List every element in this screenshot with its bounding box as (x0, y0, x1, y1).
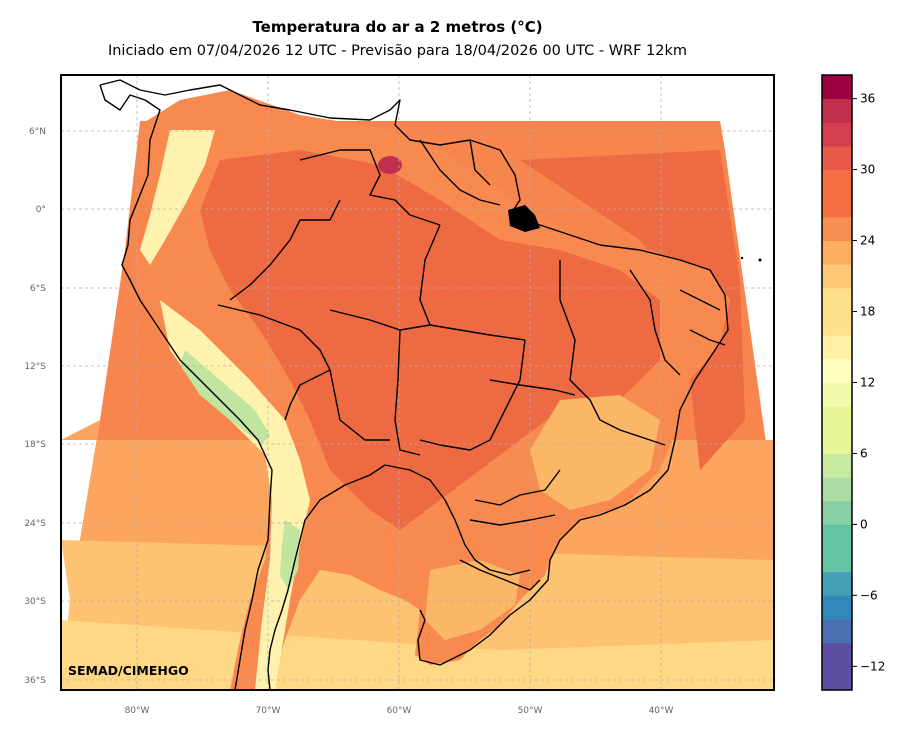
colorbar-segment (822, 145, 852, 171)
land-hot-region (200, 150, 660, 530)
latitude-tick-label: 24°S (24, 519, 46, 529)
colorbar-tick-label: 0 (860, 517, 868, 531)
colorbar-segment (822, 335, 852, 360)
colorbar-tick-label: 24 (860, 234, 875, 248)
colorbar-segment (822, 429, 852, 454)
island-dot (758, 258, 762, 262)
longitude-tick-label: 50°W (518, 706, 543, 716)
andes-cold-core-south (280, 520, 300, 590)
colorbar-segment (822, 453, 852, 478)
map-frame (60, 74, 775, 691)
latitude-ticks: 6°N 0° 6°S 12°S 18°S 24°S 30°S 36°S (24, 127, 46, 686)
highlands-mild (530, 395, 660, 510)
colorbar-segment (822, 358, 852, 383)
colorbar (822, 75, 852, 691)
colorbar-segment (822, 216, 852, 242)
latitude-tick-label: 0° (36, 205, 46, 215)
colorbar-segment (822, 595, 852, 620)
colorbar-tick-label: 30 (860, 163, 875, 177)
colorbar-segment (822, 240, 852, 265)
amazon-delta (508, 205, 540, 232)
latitude-tick-label: 18°S (24, 440, 46, 450)
andes-cold-core (180, 350, 270, 445)
colorbar-tick-label: 18 (860, 305, 875, 319)
colorbar-segment (822, 193, 852, 218)
longitude-ticks: 80°W 70°W 60°W 50°W 40°W (125, 706, 674, 716)
chart-subtitle: Iniciado em 07/04/2026 12 UTC - Previsão… (107, 43, 688, 59)
longitude-tick-label: 60°W (387, 706, 412, 716)
latitude-tick-label: 6°S (30, 284, 46, 294)
colorbar-segment (822, 122, 852, 147)
colorbar-tick-label: 6 (860, 446, 868, 460)
credit-label: SEMAD/CIMEHGO (68, 663, 189, 678)
andes-cool-strip-south (160, 300, 310, 690)
atlantic-warm-region (520, 150, 745, 470)
colorbar-segment (822, 477, 852, 502)
island-dot (740, 256, 744, 260)
colorbar-segment (822, 666, 852, 691)
colorbar-tick-label: 12 (860, 376, 875, 390)
colorbar-segment (822, 571, 852, 596)
colorbar-segment (822, 98, 852, 123)
colorbar-segment (822, 382, 852, 407)
hotspot-guiana (378, 156, 402, 174)
chart-title: Temperatura do ar a 2 metros (°C) (252, 18, 543, 36)
colorbar-segment (822, 619, 852, 644)
colorbar-segment (822, 287, 852, 313)
colorbar-segment (822, 169, 852, 194)
andes-cool-strip (140, 130, 215, 265)
colorbar-segment (822, 642, 852, 667)
colorbar-ticks: 36 30 24 18 12 6 0 −6 −12 (852, 92, 885, 673)
colorbar-segment (822, 406, 852, 431)
longitude-tick-label: 80°W (125, 706, 150, 716)
latitude-tick-label: 6°N (29, 127, 46, 137)
latitude-tick-label: 30°S (24, 597, 46, 607)
gridlines (61, 75, 774, 690)
colorbar-segment (822, 500, 852, 525)
colorbar-tick-label: 36 (860, 92, 875, 106)
colorbar-tick-label: −6 (860, 588, 878, 602)
colorbar-segment (822, 75, 852, 100)
latitude-tick-label: 12°S (24, 362, 46, 372)
colorbar-segment (822, 264, 852, 289)
colorbar-segment (822, 311, 852, 336)
colorbar-segment (822, 548, 852, 573)
southern-brazil-mild (425, 560, 520, 640)
map-area (61, 75, 774, 690)
longitude-tick-label: 40°W (649, 706, 674, 716)
longitude-tick-label: 70°W (256, 706, 281, 716)
colorbar-tick-label: −12 (860, 659, 885, 673)
latitude-tick-label: 36°S (24, 676, 46, 686)
colorbar-segment (822, 524, 852, 549)
country-borders (99, 79, 729, 690)
